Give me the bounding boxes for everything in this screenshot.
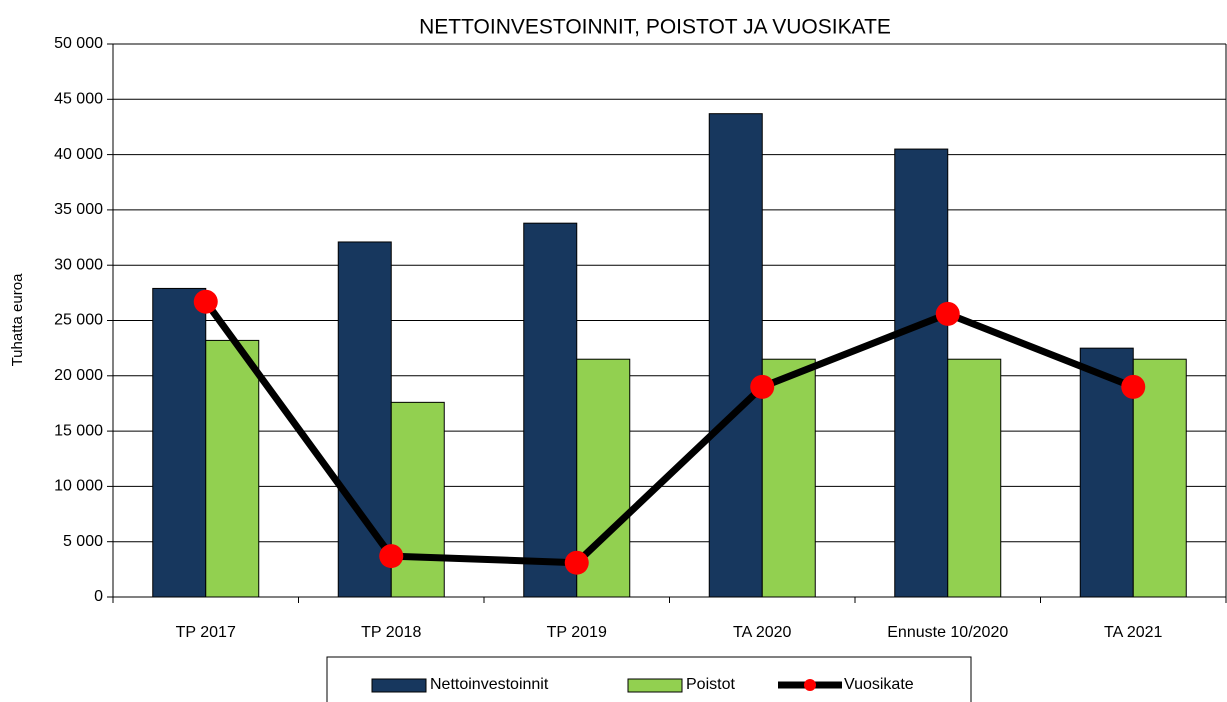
legend-label: Nettoinvestoinnit [430,676,549,693]
bar [894,148,949,598]
bar [523,222,578,598]
x-tick-label: TP 2018 [361,624,421,641]
y-tick-label: 10 000 [54,478,103,495]
y-axis-label: Tuhatta euroa [9,273,26,366]
x-tick-label: TA 2021 [1104,624,1163,641]
bar [152,287,207,598]
y-tick-label: 15 000 [54,422,103,439]
y-tick-label: 25 000 [54,312,103,329]
legend-swatch [627,678,683,693]
y-tick-label: 30 000 [54,256,103,273]
bar [205,339,260,598]
bar [1132,358,1187,598]
legend-label: Vuosikate [844,676,914,693]
bar [337,241,392,598]
legend-marker [804,679,816,691]
y-tick-label: 50 000 [54,35,103,52]
y-tick-label: 5 000 [63,533,103,550]
bar [947,358,1002,598]
legend-label: Poistot [686,676,735,693]
marker [379,544,404,569]
marker [564,550,589,575]
y-tick-label: 35 000 [54,201,103,218]
y-tick-label: 0 [94,588,103,605]
marker [750,374,775,399]
x-tick-label: Ennuste 10/2020 [887,624,1008,641]
legend-swatch [371,678,427,693]
marker [1121,374,1146,399]
y-tick-label: 20 000 [54,367,103,384]
bar [390,401,445,598]
x-tick-label: TA 2020 [733,624,792,641]
line [202,299,1135,567]
chart-title: NETTOINVESTOINNIT, POISTOT JA VUOSIKATE [419,16,891,39]
marker [193,289,218,314]
bar [761,358,816,598]
bar [708,113,763,598]
y-tick-label: 40 000 [54,146,103,163]
marker [935,301,960,326]
x-tick-label: TP 2019 [547,624,607,641]
x-tick-label: TP 2017 [176,624,236,641]
y-tick-label: 45 000 [54,91,103,108]
